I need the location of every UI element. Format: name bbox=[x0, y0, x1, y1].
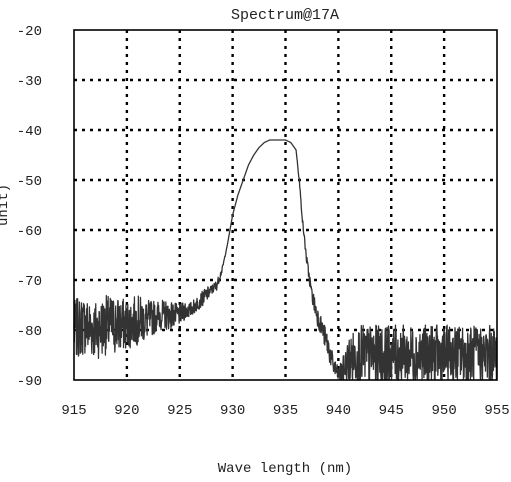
y-tick-label: -80 bbox=[17, 324, 42, 340]
series-line-0 bbox=[73, 139, 498, 381]
x-tick-label: 915 bbox=[61, 403, 86, 419]
x-tick-label: 925 bbox=[167, 403, 192, 419]
x-tick-label: 935 bbox=[273, 403, 298, 419]
chart-title: Spectrum@17A bbox=[231, 7, 339, 24]
x-tick-label: 950 bbox=[432, 403, 457, 419]
y-tick-label: -60 bbox=[17, 224, 42, 240]
x-tick-label: 955 bbox=[484, 403, 509, 419]
y-tick-label: -30 bbox=[17, 74, 42, 90]
x-tick-label: 945 bbox=[379, 403, 404, 419]
y-tick-label: -70 bbox=[17, 274, 42, 290]
x-tick-label: 930 bbox=[220, 403, 245, 419]
y-tick-label: -90 bbox=[17, 374, 42, 390]
y-axis-title: unit) bbox=[0, 184, 12, 226]
x-tick-label: 940 bbox=[326, 403, 351, 419]
x-tick-labels: 915 920 925 930 935 940 945 950 955 bbox=[61, 403, 509, 419]
plot-frame bbox=[73, 29, 498, 381]
x-axis-title: Wave length (nm) bbox=[218, 461, 352, 477]
y-tick-labels: -20 -30 -40 -50 -60 -70 -80 -90 bbox=[17, 24, 42, 390]
y-tick-label: -40 bbox=[17, 124, 42, 140]
grid-lines bbox=[74, 30, 497, 380]
y-tick-label: -50 bbox=[17, 174, 42, 190]
series-layer bbox=[73, 139, 498, 381]
y-tick-label: -20 bbox=[17, 24, 42, 40]
x-tick-label: 920 bbox=[114, 403, 139, 419]
